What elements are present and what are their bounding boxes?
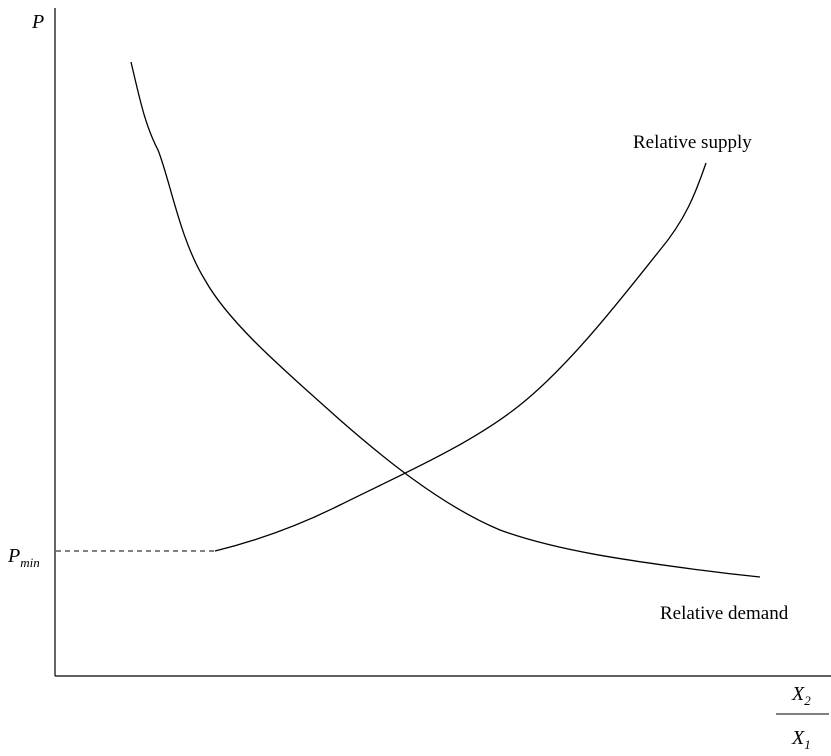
x-label-numerator: X2 (791, 683, 811, 708)
numerator-sub: 2 (804, 693, 811, 708)
demand-label: Relative demand (660, 603, 789, 624)
supply-label: Relative supply (633, 132, 752, 153)
price-floor-sub: min (20, 555, 40, 570)
y-axis-label: P (31, 11, 44, 33)
supply-curve (214, 162, 707, 552)
demand-curve (130, 61, 761, 578)
numerator-base: X (791, 683, 805, 705)
price-floor-label: Pmin (7, 545, 40, 570)
x-label-denominator: X1 (791, 727, 811, 752)
denominator-sub: 1 (804, 737, 811, 752)
denominator-base: X (791, 727, 805, 749)
price-floor-base: P (7, 545, 20, 567)
